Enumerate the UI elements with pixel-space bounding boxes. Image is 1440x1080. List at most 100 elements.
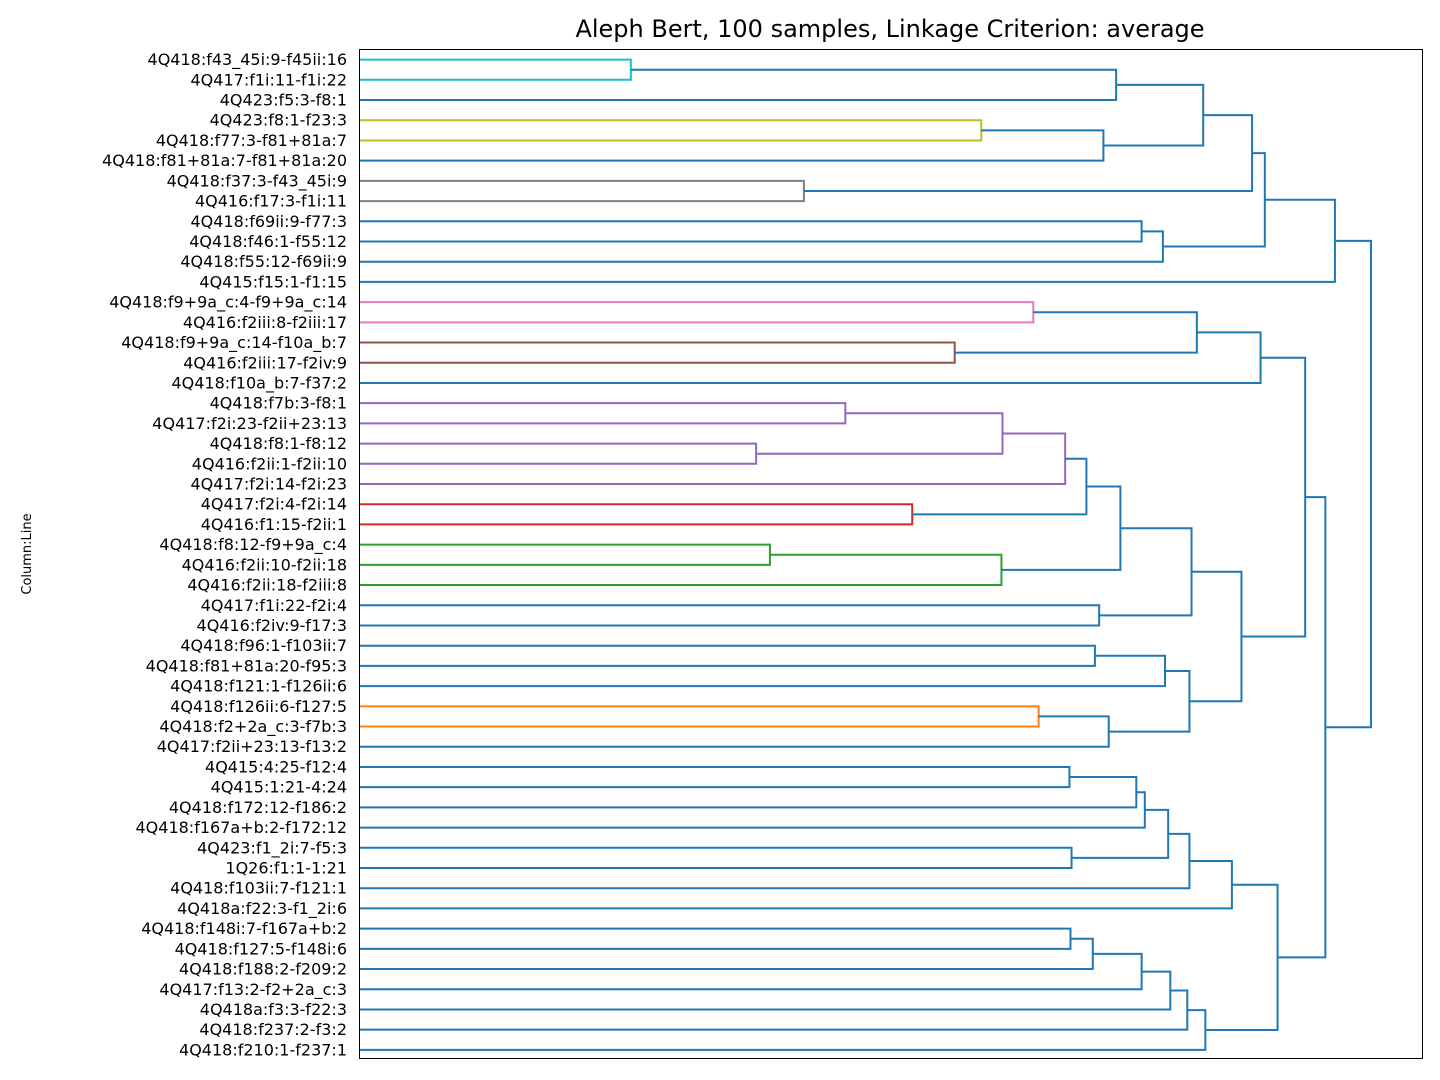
dendrogram-link <box>1325 239 1373 729</box>
leaf-label: 4Q418:f96:1-f103ii:7 <box>180 636 347 655</box>
leaf-label: 4Q418:f167a+b:2-f172:12 <box>135 818 347 837</box>
dendrogram-link <box>360 543 771 566</box>
leaf-label: 4Q418:f126ii:6-f127:5 <box>170 697 347 716</box>
leaf-label: 4Q418:f188:2-f209:2 <box>179 960 347 979</box>
leaf-label: 4Q418:f172:12-f186:2 <box>169 798 347 817</box>
leaf-label: 4Q416:f2iv:9-f17:3 <box>197 616 347 635</box>
dendrogram-link <box>1071 808 1170 859</box>
dendrogram-link <box>912 457 1088 516</box>
leaf-label: 4Q418:f46:1-f55:12 <box>189 232 347 251</box>
dendrogram-link <box>954 311 1198 354</box>
dendrogram-link <box>360 927 1072 950</box>
leaf-label: 4Q417:f13:2-f2+2a_c:3 <box>159 980 347 1000</box>
dendrogram-link <box>360 765 1071 789</box>
leaf-label: 4Q418:f2+2a_c:3-f7b:3 <box>159 717 347 737</box>
leaf-label: 4Q418:f77:3-f81+81a:7 <box>156 131 347 150</box>
leaf-label: 4Q418:f121:1-f126ii:6 <box>170 677 347 696</box>
dendrogram-link <box>360 58 632 81</box>
leaf-label: 4Q416:f17:3-f1i:11 <box>195 192 347 211</box>
leaf-label: 4Q418:f9+9a_c:14-f10a_b:7 <box>121 333 347 353</box>
leaf-label: 4Q416:f1:15-f2ii:1 <box>201 515 347 534</box>
dendrogram-link <box>360 301 1035 324</box>
dendrogram-link <box>360 1009 1207 1051</box>
dendrogram-link <box>360 442 758 465</box>
leaf-label: 4Q415:4:25-f12:4 <box>205 757 347 776</box>
dendrogram-link <box>360 503 914 526</box>
leaf-label: 4Q418:f8:12-f9+9a_c:4 <box>159 535 347 555</box>
leaf-label: 4Q418:f81+81a:20-f95:3 <box>146 656 347 675</box>
leaf-label: 4Q418a:f22:3-f1_2i:6 <box>177 899 347 919</box>
leaf-label: 4Q416:f2iii:8-f2iii:17 <box>183 313 347 332</box>
dendrogram-link <box>360 776 1138 809</box>
leaf-label: 4Q415:f15:1-f1:15 <box>199 272 347 291</box>
leaf-label: 4Q416:f2ii:18-f2iii:8 <box>187 576 347 595</box>
dendrogram-link <box>360 705 1040 728</box>
dendrogram-link <box>360 604 1101 627</box>
leaf-label: 4Q418:f43_45i:9-f45ii:16 <box>148 50 347 70</box>
dendrogram-link <box>1241 356 1307 638</box>
dendrogram-link <box>360 179 805 203</box>
dendrogram-links <box>360 58 1373 1051</box>
dendrogram-link <box>360 860 1233 910</box>
dendrogram-link <box>1189 570 1243 703</box>
leaf-label: 4Q418:f81+81a:7-f81+81a:20 <box>102 151 347 170</box>
dendrogram-link <box>803 114 1254 192</box>
leaf-label: 1Q26:f1:1-1:21 <box>225 859 347 878</box>
leaf-label: 4Q416:f2ii:1-f2ii:10 <box>192 454 347 473</box>
plot-frame <box>359 49 1423 1059</box>
dendrogram-link <box>360 644 1096 667</box>
dendrogram-link <box>360 654 1166 688</box>
leaf-label: 4Q416:f2iii:17-f2iv:9 <box>183 353 347 372</box>
dendrogram-link <box>1205 883 1279 1031</box>
leaf-label: 4Q423:f5:3-f8:1 <box>220 91 347 110</box>
dendrogram-link <box>360 553 1003 587</box>
leaf-label: 4Q418:f7b:3-f8:1 <box>210 394 347 413</box>
leaf-label: 4Q417:f2i:4-f2i:14 <box>201 495 347 514</box>
leaf-label: 4Q418:f9+9a_c:4-f9+9a_c:14 <box>109 293 347 313</box>
leaf-label: 4Q417:f2i:14-f2i:23 <box>191 475 348 494</box>
chart-title: Aleph Bert, 100 samples, Linkage Criteri… <box>575 15 1204 43</box>
dendrogram-link <box>360 220 1143 243</box>
dendrogram-link <box>1103 83 1205 147</box>
dendrogram-link <box>360 129 1105 162</box>
dendrogram-link <box>360 230 1164 263</box>
leaf-label: 4Q423:f8:1-f23:3 <box>210 111 347 130</box>
leaf-label: 4Q418:f237:2-f3:2 <box>199 1020 347 1039</box>
leaf-label: 4Q417:f2i:23-f2ii+23:13 <box>152 414 347 433</box>
dendrogram-link <box>360 68 1118 102</box>
dendrogram-link <box>1108 669 1191 733</box>
dendrogram-link <box>756 412 1004 455</box>
dendrogram-link <box>360 341 956 364</box>
leaf-label: 4Q418:f8:1-f8:12 <box>210 434 347 453</box>
dendrogram-link <box>360 331 1262 384</box>
leaf-label: 4Q418:f69ii:9-f77:3 <box>191 212 348 231</box>
dendrogram-link <box>1099 527 1193 617</box>
dendrogram-link <box>360 791 1146 829</box>
dendrogram-link <box>360 937 1094 971</box>
leaf-label: 4Q416:f2ii:10-f2ii:18 <box>182 555 347 574</box>
leaf-label: 4Q417:f1i:22-f2i:4 <box>201 596 347 615</box>
dendrogram-link <box>360 952 1143 991</box>
dendrogram-link <box>360 846 1073 869</box>
leaf-label: 4Q418a:f3:3-f22:3 <box>200 1000 347 1019</box>
leaf-label: 4Q418:f148i:7-f167a+b:2 <box>141 919 347 938</box>
dendrogram-link <box>360 119 983 142</box>
leaf-label: 4Q418:f103ii:7-f121:1 <box>170 879 347 898</box>
y-axis-label: Column:Line <box>20 513 35 594</box>
dendrogram-link <box>1162 152 1266 248</box>
dendrogram-link <box>360 402 847 425</box>
leaf-label: 4Q418:f10a_b:7-f37:2 <box>171 373 347 393</box>
dendrogram-link <box>1001 485 1122 571</box>
leaf-label: 4Q418:f127:5-f148i:6 <box>175 939 347 958</box>
leaf-label: 4Q418:f37:3-f43_45i:9 <box>167 171 347 191</box>
leaf-label: 4Q415:1:21-4:24 <box>211 778 347 797</box>
leaf-label: 4Q418:f55:12-f69ii:9 <box>180 252 347 271</box>
leaf-label: 4Q418:f210:1-f237:1 <box>179 1040 347 1059</box>
dendrogram-link <box>360 432 1067 486</box>
leaf-label: 4Q423:f1_2i:7-f5:3 <box>197 838 347 858</box>
leaf-labels: 4Q418:f43_45i:9-f45ii:164Q417:f1i:11-f1i… <box>102 50 347 1059</box>
dendrogram-link <box>360 832 1191 890</box>
dendrogram-link <box>360 715 1110 748</box>
dendrogram-link <box>360 970 1172 1011</box>
